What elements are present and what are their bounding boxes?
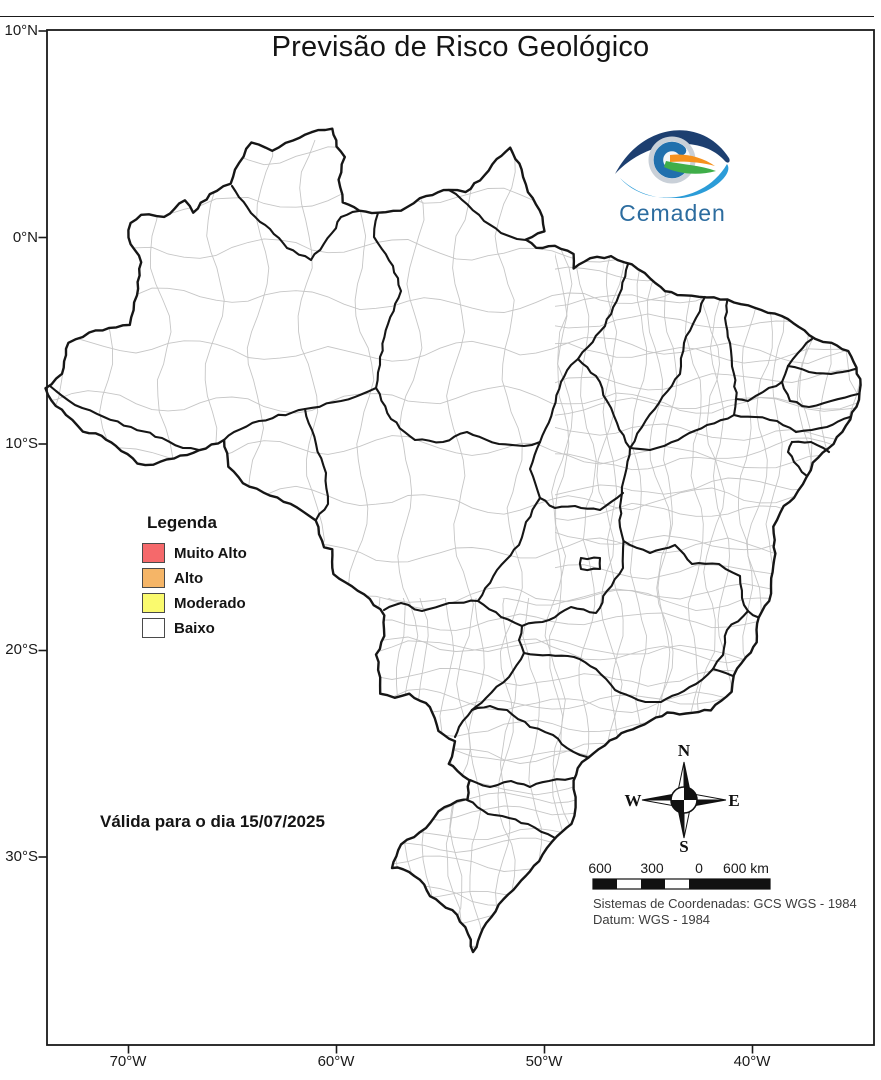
lon-label-70w: 70°W xyxy=(109,1053,147,1070)
compass-hub-ne xyxy=(684,787,697,800)
legend-swatch-alto xyxy=(142,568,165,588)
page-title: Previsão de Risco Geológico xyxy=(271,31,650,63)
compass-rose: N S W E xyxy=(625,741,740,856)
cemaden-eye-icon xyxy=(614,130,730,198)
scale-label-600-km: 600 km xyxy=(723,860,769,876)
legend: Legenda Muito Alto Alto Moderado Baixo xyxy=(141,513,331,643)
compass-south-label: S xyxy=(679,837,688,856)
country-fill xyxy=(45,128,861,952)
legend-swatch-moderado xyxy=(142,593,165,613)
scale-bar-segment xyxy=(641,879,665,889)
cemaden-wordmark: Cemaden xyxy=(619,200,726,226)
lon-label-40w: 40°W xyxy=(733,1053,771,1070)
scale-label-300: 300 xyxy=(640,860,664,876)
legend-swatch-muito-alto xyxy=(142,543,165,563)
legend-label: Baixo xyxy=(174,620,215,637)
legend-item-moderado: Moderado xyxy=(141,593,331,618)
country-outline xyxy=(44,127,862,954)
lat-label-30s: 30°S xyxy=(5,848,38,865)
scale-label-0: 0 xyxy=(695,860,703,876)
datum-line: Datum: WGS - 1984 xyxy=(593,912,711,927)
scale-bar: 600 300 0 600 km xyxy=(588,860,771,890)
legend-label: Muito Alto xyxy=(174,545,247,562)
scale-bar-segment xyxy=(593,879,617,889)
outer-border-line xyxy=(0,16,874,17)
scale-label-600-left: 600 xyxy=(588,860,612,876)
legend-label: Alto xyxy=(174,570,204,587)
compass-west-label: W xyxy=(625,791,642,810)
lat-label-10n: 10°N xyxy=(4,22,38,39)
latitude-ticks xyxy=(38,30,47,858)
validity-date-text: Válida para o dia 15/07/2025 xyxy=(100,812,325,831)
coordinate-system-line: Sistemas de Coordenadas: GCS WGS - 1984 xyxy=(593,896,857,911)
legend-swatch-baixo xyxy=(142,618,165,638)
map-frame xyxy=(46,29,875,1046)
longitude-ticks xyxy=(127,1045,754,1054)
compass-east-label: E xyxy=(728,791,739,810)
legend-item-muito-alto: Muito Alto xyxy=(141,543,331,568)
state-borders xyxy=(48,184,860,840)
legend-item-alto: Alto xyxy=(141,568,331,593)
lon-label-50w: 50°W xyxy=(525,1053,563,1070)
lon-label-60w: 60°W xyxy=(317,1053,355,1070)
compass-hub-sw xyxy=(671,800,684,813)
legend-title: Legenda xyxy=(147,513,217,532)
legend-label: Moderado xyxy=(174,595,246,612)
legend-item-baixo: Baixo xyxy=(141,618,331,643)
compass-north-label: N xyxy=(678,741,691,760)
lat-label-10s: 10°S xyxy=(5,435,38,452)
lat-label-20s: 20°S xyxy=(5,641,38,658)
coordinate-system-note: Sistemas de Coordenadas: GCS WGS - 1984 … xyxy=(593,896,857,928)
lat-label-0n: 0°N xyxy=(12,229,38,246)
scale-bar-segment xyxy=(689,879,770,889)
cemaden-logo: Cemaden xyxy=(605,116,740,227)
